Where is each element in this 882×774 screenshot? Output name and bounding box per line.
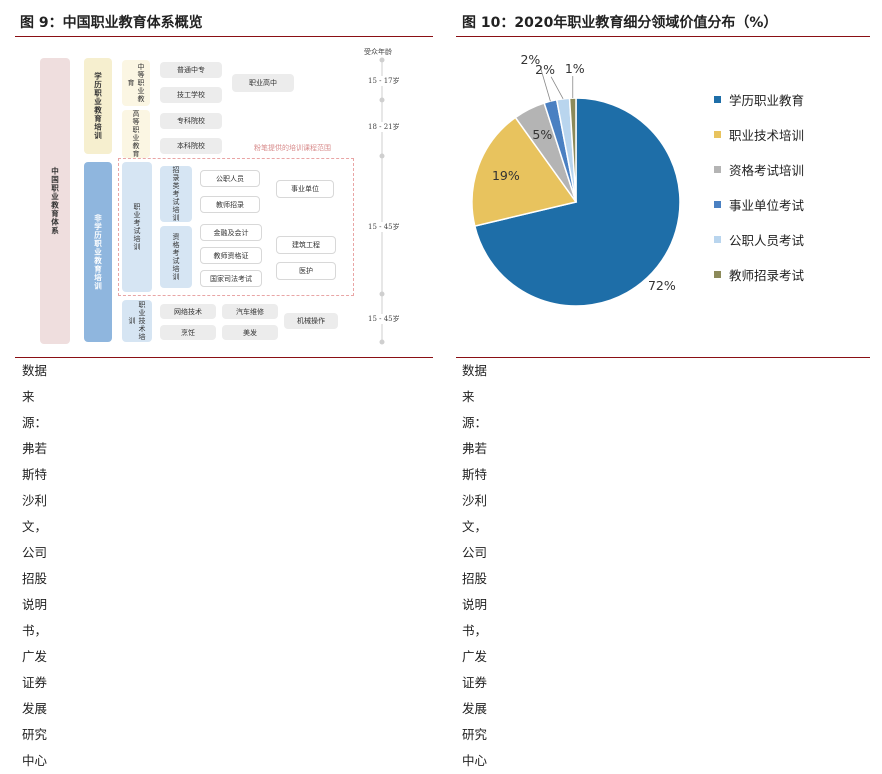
secondary-node: 中等职业教育 — [122, 60, 150, 106]
secondary-item: 技工学校 — [160, 87, 222, 103]
skill-item: 烹饪 — [160, 325, 216, 340]
recruit-exam-node: 招录类考试培训 — [160, 166, 192, 222]
recruit-item: 教师招录 — [200, 196, 260, 213]
qualification-item: 金融及会计 — [200, 224, 262, 241]
legend-item: 资格考试培训 — [714, 160, 804, 179]
exam-training-node: 职业考试培训 — [122, 162, 152, 292]
left-source-line: 研究中心 — [22, 727, 48, 768]
legend-item: 学历职业教育 — [714, 90, 804, 109]
pie-slice — [473, 97, 681, 307]
construction-node: 建筑工程 — [276, 236, 336, 254]
dashed-box-caption: 粉笔提供的培训课程范围 — [254, 144, 331, 152]
right-source: 数据来源：弗若斯特沙利文，公司招股说明书，广发证券发展 研究中心 — [462, 358, 487, 774]
secondary-item: 普通中专 — [160, 62, 222, 78]
skill-item: 汽车维修 — [222, 304, 278, 319]
qualification-item: 教师资格证 — [200, 247, 262, 264]
skill-training-node: 职业技术培训 — [122, 300, 152, 342]
legend-item: 事业单位考试 — [714, 195, 804, 214]
left-source: 数据来源：弗若斯特沙利文，公司招股说明书，广发证券发展 研究中心 — [22, 358, 47, 774]
age-timeline — [379, 57, 385, 345]
pie-data-label: 2% — [520, 52, 540, 67]
pie-data-label: 19% — [492, 168, 520, 183]
left-title-rule — [15, 36, 433, 37]
pie-leader-line — [550, 76, 564, 99]
fenbi-range-dashed-box — [118, 158, 354, 296]
legend-label: 公职人员考试 — [729, 233, 805, 248]
age-label: 18 - 21岁 — [368, 122, 400, 132]
left-source-line: 数据来源：弗若斯特沙利文，公司招股说明书，广发证券发展 — [22, 363, 48, 716]
age-label: 15 - 17岁 — [368, 76, 400, 86]
right-title-rule — [456, 36, 870, 37]
left-figure-title: 图 9：中国职业教育体系概览 — [20, 15, 203, 31]
pie-data-label: 2% — [535, 62, 555, 77]
legend-label: 职业技术培训 — [729, 128, 805, 143]
higher-item: 专科院校 — [160, 113, 222, 129]
legend-label: 学历职业教育 — [729, 93, 805, 108]
academic-node: 学历职业教育培训 — [84, 58, 112, 154]
qualification-exam-node: 资格考试培训 — [160, 226, 192, 288]
pie-slice — [568, 97, 577, 203]
legend-label: 教师招录考试 — [729, 268, 805, 283]
age-label: 15 - 45岁 — [368, 222, 400, 232]
pie-data-label: 5% — [532, 127, 552, 142]
legend-swatch — [714, 166, 721, 173]
legend-item: 教师招录考试 — [714, 265, 804, 284]
pie-data-label: 1% — [565, 61, 585, 76]
pie-slice — [471, 116, 578, 227]
legend-swatch — [714, 236, 721, 243]
left-source-rule — [15, 357, 433, 358]
qualification-item: 国家司法考试 — [200, 270, 262, 287]
legend-swatch — [714, 201, 721, 208]
non-academic-node: 非学历职业教育培训 — [84, 162, 112, 342]
skill-item: 网络技术 — [160, 304, 216, 319]
machinery-node: 机械操作 — [284, 313, 338, 329]
medical-node: 医护 — [276, 262, 336, 280]
recruit-item: 公职人员 — [200, 170, 260, 187]
public-institution-node: 事业单位 — [276, 180, 334, 198]
right-figure-title: 图 10：2020年职业教育细分领域价值分布（%） — [462, 15, 778, 31]
vocational-high-node: 职业高中 — [232, 74, 294, 92]
legend-swatch — [714, 131, 721, 138]
legend-swatch — [714, 96, 721, 103]
pie-chart: 72% 19% 5% 2%2% 1% — [471, 52, 681, 307]
legend-label: 资格考试培训 — [729, 163, 805, 178]
higher-node: 高等职业教育 — [122, 110, 150, 158]
pie-leader-line — [540, 67, 551, 102]
legend-item: 职业技术培训 — [714, 125, 804, 144]
pie-data-label: 72% — [648, 278, 676, 293]
right-source-rule — [456, 357, 870, 358]
age-label: 15 - 45岁 — [368, 314, 400, 324]
right-source-line: 数据来源：弗若斯特沙利文，公司招股说明书，广发证券发展 — [462, 363, 488, 716]
legend-item: 公职人员考试 — [714, 230, 804, 249]
age-header: 受众年龄 — [364, 48, 392, 56]
higher-item: 本科院校 — [160, 138, 222, 154]
skill-item: 美发 — [222, 325, 278, 340]
root-node: 中国职业教育体系 — [40, 58, 70, 344]
right-source-line: 研究中心 — [462, 727, 488, 768]
legend-label: 事业单位考试 — [729, 198, 805, 213]
legend-swatch — [714, 271, 721, 278]
